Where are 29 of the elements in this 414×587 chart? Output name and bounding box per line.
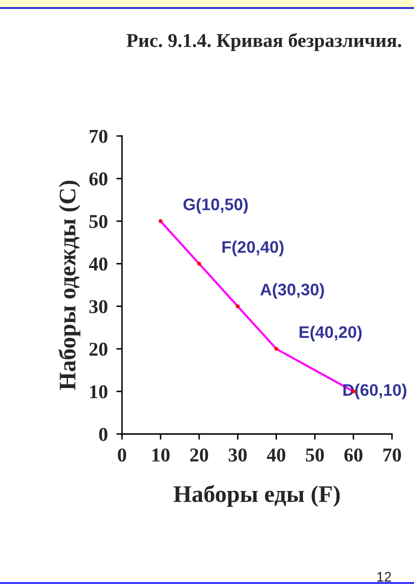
chart-title: Рис. 9.1.4. Кривая безразличия.	[126, 32, 402, 52]
point	[236, 304, 240, 308]
x-axis-title: Наборы еды (F)	[174, 484, 340, 507]
x-tick-label: 10	[152, 448, 170, 462]
y-tick-label: 20	[89, 342, 108, 356]
x-tick-label: 50	[306, 448, 324, 462]
x-tick-label: 40	[266, 448, 286, 462]
point	[158, 219, 163, 224]
annotation: E(40,20)	[300, 326, 362, 342]
x-tick-label: 60	[344, 448, 362, 462]
y-tick-label: 10	[90, 385, 108, 398]
annotation: A(30,30)	[260, 283, 324, 299]
text: 12	[377, 572, 392, 582]
x-tick-label: 30	[228, 448, 247, 462]
annotation: D(60,10)	[343, 384, 406, 400]
point	[274, 346, 278, 351]
y-tick-label: 60	[89, 172, 108, 186]
y-tick-label: 0	[99, 428, 108, 441]
x-tick-label: 70	[383, 448, 401, 462]
y-tick-label: 40	[88, 258, 108, 271]
y-tick-label: 30	[89, 300, 108, 314]
point	[197, 262, 202, 266]
annotation: F(20,40)	[222, 240, 284, 256]
annotation: G(10,50)	[183, 198, 248, 214]
x-tick-label: 20	[190, 448, 208, 462]
y-tick-label: 70	[90, 130, 108, 143]
y-axis-title: Наборы одежды (C)	[58, 180, 80, 390]
y-tick-label: 50	[89, 214, 108, 228]
x-tick-label: 0	[118, 448, 126, 462]
